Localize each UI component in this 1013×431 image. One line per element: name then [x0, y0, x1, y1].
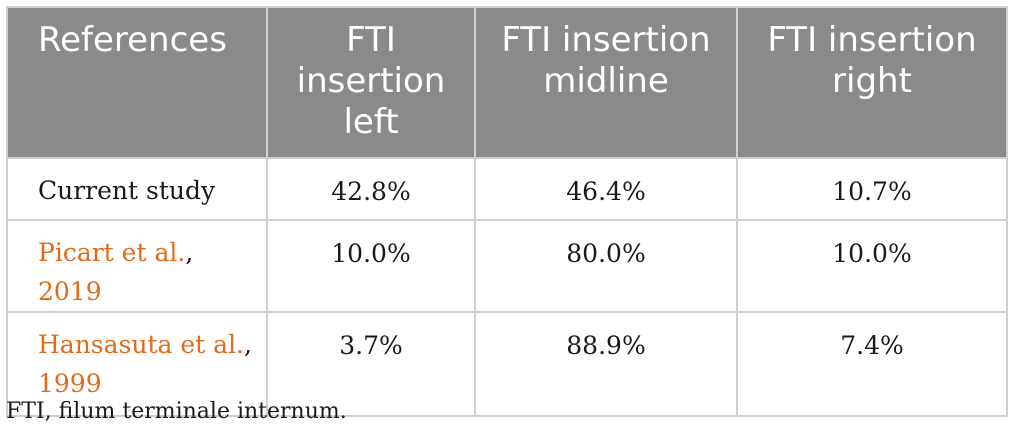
reference-link-year[interactable]: 1999	[38, 369, 102, 398]
reference-cell: Hansasuta et al., 1999	[6, 311, 268, 417]
header-insertion-left: FTI insertion left	[266, 6, 476, 159]
reference-separator: ,	[244, 330, 252, 359]
value-left: 42.8%	[266, 157, 476, 221]
reference-link-author[interactable]: Picart et al.	[38, 238, 186, 267]
reference-text: Current study	[38, 176, 216, 205]
value-right: 10.7%	[736, 157, 1008, 221]
reference-link-author[interactable]: Hansasuta et al.	[38, 330, 245, 359]
value-left: 3.7%	[266, 311, 476, 417]
value-left: 10.0%	[266, 219, 476, 313]
table-row: Current study 42.8% 46.4% 10.7%	[6, 157, 1008, 221]
value-midline: 46.4%	[474, 157, 738, 221]
header-references: References	[6, 6, 268, 159]
header-insertion-right: FTI insertion right	[736, 6, 1008, 159]
value-midline: 88.9%	[474, 311, 738, 417]
value-midline: 80.0%	[474, 219, 738, 313]
reference-separator: ,	[185, 238, 194, 267]
table-footnote: FTI, filum terminale internum.	[6, 399, 347, 424]
value-right: 10.0%	[736, 219, 1008, 313]
reference-cell: Picart et al., 2019	[6, 219, 268, 313]
reference-link-year[interactable]: 2019	[38, 277, 102, 306]
value-right: 7.4%	[736, 311, 1008, 417]
table-row: Picart et al., 2019 10.0% 80.0% 10.0%	[6, 219, 1008, 313]
table-header-row: References FTI insertion left FTI insert…	[6, 6, 1008, 159]
table-row: Hansasuta et al., 1999 3.7% 88.9% 7.4%	[6, 311, 1008, 417]
header-insertion-midline: FTI insertion midline	[474, 6, 738, 159]
references-table: References FTI insertion left FTI insert…	[6, 6, 1008, 417]
references-table-container: References FTI insertion left FTI insert…	[6, 6, 1008, 417]
reference-cell: Current study	[6, 157, 268, 221]
